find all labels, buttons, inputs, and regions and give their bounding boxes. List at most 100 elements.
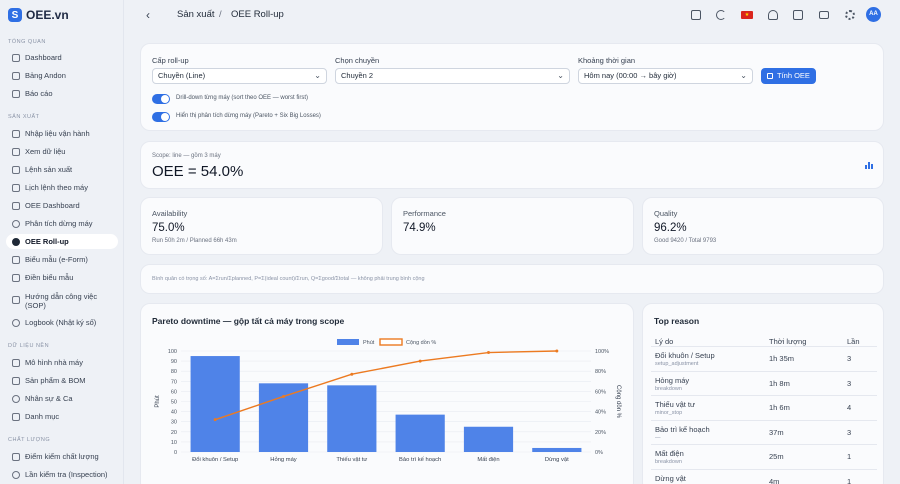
sidebar-item-factory-model[interactable]: Mô hình nhà máy [6, 358, 118, 367]
table-row[interactable]: Mất điện breakdown 25m 1 [651, 444, 877, 469]
sidebar-item-dashboard[interactable]: Dashboard [6, 53, 118, 62]
table-row[interactable]: Đổi khuôn / Setup setup_adjustment 1h 35m 3 [651, 346, 877, 371]
sidebar-item-quality-point[interactable]: Điểm kiểm chất lượng [6, 452, 118, 461]
table-row[interactable]: Hỏng máy breakdown 1h 8m 3 [651, 370, 877, 396]
y-tick-label: 20 [171, 430, 177, 436]
inspection-icon [12, 470, 20, 479]
availability-value: 75.0% [152, 222, 185, 234]
bell-icon[interactable] [768, 10, 778, 20]
flag-icon[interactable]: ★ [741, 11, 753, 19]
cumulative-line [214, 350, 557, 421]
sidebar: S OEE.vn TỔNG QUAN Dashboard Bảng Andon … [0, 0, 124, 484]
legend-bar-label: Phút [363, 340, 375, 346]
sidebar-item-product-bom[interactable]: Sản phẩm & BOM [6, 376, 118, 385]
reason-code: breakdown [655, 385, 682, 392]
calculator-icon [767, 73, 773, 79]
chevron-down-icon: ⌄ [557, 71, 564, 80]
y2-tick-label: 40% [595, 410, 606, 416]
x-tick-label: Đổi khuôn / Setup [192, 456, 238, 463]
reason-name: Dừng vật [655, 473, 686, 483]
line-select-label: Chọn chuyền [335, 56, 380, 65]
reason-code: breakdown [655, 459, 682, 465]
sidebar-item-data-entry[interactable]: Nhập liệu vận hành [6, 129, 118, 138]
scope-text: Scope: line — gồm 3 máy [152, 153, 221, 159]
y-tick-label: 90 [171, 359, 177, 365]
calendar-icon [12, 183, 20, 192]
performance-title: Performance [403, 209, 446, 218]
reason-count: 3 [847, 354, 852, 363]
logo[interactable]: S OEE.vn [8, 8, 69, 22]
x-tick-label: Dừng vật [545, 457, 569, 463]
andon-board-icon [12, 71, 20, 80]
sidebar-item-fill-form[interactable]: Điền biểu mẫu [6, 273, 118, 282]
back-icon[interactable]: ‹ [146, 8, 150, 22]
reason-count: 1 [847, 452, 852, 461]
gear-icon[interactable] [845, 10, 855, 20]
fullscreen-icon[interactable] [691, 10, 701, 20]
oee-summary-card: Scope: line — gồm 3 máy OEE = 54.0% [140, 141, 884, 189]
reason-code: minor_stop [655, 410, 683, 416]
sidebar-item-sop[interactable]: Hướng dẫn công việc (SOP) [6, 292, 116, 310]
sidebar-item-category[interactable]: Danh mục [6, 412, 118, 421]
sidebar-item-downtime-analysis[interactable]: Phân tích dừng máy [6, 219, 118, 228]
sidebar-item-eform[interactable]: Biểu mẫu (e-Form) [6, 255, 118, 264]
breadcrumb-san-xuat[interactable]: Sản xuất [177, 9, 215, 20]
sidebar-item-oee-rollup[interactable]: OEE Roll-up [6, 234, 118, 249]
sidebar-item-people-shift[interactable]: Nhân sự & Ca [6, 394, 118, 403]
availability-sub: Run 50h 2m / Planned 66h 43m [152, 238, 237, 244]
legend-line-swatch [379, 338, 403, 346]
sidebar-item-report[interactable]: Báo cáo [6, 89, 118, 98]
bar [190, 356, 240, 452]
bar-chart-icon[interactable] [864, 160, 874, 170]
quality-sub: Good 9420 / Total 9793 [654, 238, 717, 244]
reason-count: 3 [847, 427, 852, 437]
line-select[interactable]: Chuyền 2 ⌄ [335, 68, 570, 84]
downtime-analysis-toggle[interactable] [152, 112, 170, 122]
table-row[interactable]: Thiếu vật tư minor_stop 1h 6m 4 [651, 395, 877, 420]
y2-tick-label: 0% [595, 450, 603, 456]
breadcrumb-separator: / [219, 9, 222, 20]
col-count: Lần [847, 337, 860, 346]
section-chat-luong: CHẤT LƯỢNG [8, 437, 51, 443]
mail-icon[interactable] [819, 11, 829, 19]
reason-duration: 37m [769, 427, 784, 437]
sidebar-item-oee-dashboard[interactable]: OEE Dashboard [6, 201, 118, 210]
table-row[interactable]: Dừng vật 4m 1 [651, 468, 877, 484]
quality-title: Quality [654, 209, 678, 218]
weighted-note: Bình quân có trọng số: A=Σrun/Σplanned, … [152, 276, 425, 282]
logo-icon: S [8, 8, 22, 22]
sidebar-item-machine-schedule[interactable]: Lịch lệnh theo máy [6, 183, 118, 192]
table-row[interactable]: Bảo trì kế hoạch — 37m 3 [651, 419, 877, 445]
y-tick-label: 80 [171, 369, 177, 375]
bar [258, 383, 309, 452]
sidebar-item-view-data[interactable]: Xem dữ liệu [6, 147, 118, 156]
col-duration: Thời lượng [769, 337, 807, 346]
drilldown-toggle[interactable] [152, 94, 170, 104]
x-tick-label: Hỏng máy [270, 456, 297, 463]
compute-oee-button[interactable]: Tính OEE [761, 68, 816, 84]
reason-name: Thiếu vật tư [655, 400, 696, 409]
sidebar-item-production-order[interactable]: Lệnh sản xuất [6, 165, 118, 174]
sidebar-item-logbook[interactable]: Logbook (Nhật ký số) [6, 318, 118, 327]
sop-icon [12, 296, 20, 304]
cumulative-point [350, 372, 354, 376]
avatar[interactable]: AA [866, 7, 881, 22]
time-range-label: Khoảng thời gian [578, 56, 636, 65]
bar [395, 414, 445, 452]
category-icon [12, 412, 20, 421]
y-axis-label: Phút [155, 395, 161, 408]
y-tick-label: 60 [171, 389, 177, 395]
sidebar-item-andon[interactable]: Bảng Andon [6, 71, 118, 80]
sidebar-item-inspection[interactable]: Lần kiểm tra (Inspection) [6, 470, 118, 479]
y-tick-label: 50 [171, 400, 177, 406]
fill-form-icon [12, 273, 20, 282]
reason-name: Đổi khuôn / Setup [655, 351, 715, 360]
checkbox-icon[interactable] [793, 10, 803, 20]
section-tong-quan: TỔNG QUAN [8, 39, 46, 45]
topbar: ‹ Sản xuất / OEE Roll-up ★ AA [124, 0, 900, 32]
downtime-analysis-toggle-label: Hiển thị phân tích dừng máy (Pareto + Si… [176, 113, 321, 119]
time-range-select[interactable]: Hôm nay (00:00 → bây giờ) ⌄ [578, 68, 753, 84]
y2-axis-label: Cộng dồn % [615, 385, 621, 419]
moon-icon[interactable] [716, 10, 726, 20]
rollup-level-select[interactable]: Chuyền (Line) ⌄ [152, 68, 327, 84]
